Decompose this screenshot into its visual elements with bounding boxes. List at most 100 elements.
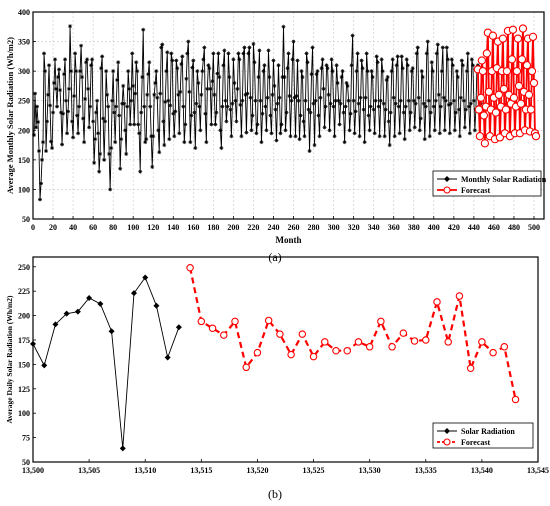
data-point — [339, 75, 344, 80]
data-point — [148, 104, 153, 109]
data-point — [103, 119, 108, 124]
data-point — [53, 57, 58, 62]
data-point — [199, 92, 204, 97]
data-point — [52, 321, 59, 328]
data-point — [248, 95, 253, 100]
data-point-forecast — [518, 24, 528, 33]
data-point — [245, 91, 250, 96]
y-tick-label: 250 — [18, 97, 30, 106]
data-point — [109, 146, 114, 151]
data-point-forecast — [528, 32, 538, 41]
data-point — [140, 75, 145, 80]
data-point — [387, 143, 392, 148]
data-point — [130, 51, 135, 56]
data-point — [311, 101, 316, 106]
data-point — [54, 86, 59, 91]
x-tick-label: 440 — [468, 223, 480, 232]
data-point — [95, 98, 100, 103]
data-point — [141, 27, 146, 32]
data-point-forecast — [343, 346, 351, 355]
data-point — [48, 103, 53, 108]
x-tick-label: 360 — [388, 223, 400, 232]
data-point — [385, 75, 390, 80]
data-point — [135, 69, 140, 74]
data-point — [87, 125, 92, 130]
data-point — [136, 122, 141, 127]
data-point-forecast — [410, 337, 419, 345]
data-point — [365, 69, 370, 74]
data-point — [260, 111, 265, 116]
data-point — [209, 122, 214, 127]
data-point — [116, 60, 121, 65]
data-point — [252, 60, 257, 65]
data-point — [293, 134, 298, 139]
data-point-forecast — [287, 350, 295, 359]
data-point — [191, 58, 196, 63]
data-point — [230, 101, 235, 106]
data-point — [445, 57, 450, 62]
y-tick-label: 400 — [18, 8, 30, 17]
data-point — [420, 75, 425, 80]
data-point — [275, 101, 280, 106]
y-tick-label: 250 — [18, 263, 30, 272]
data-point — [99, 66, 104, 71]
data-point — [233, 98, 238, 103]
data-point — [472, 128, 477, 133]
data-point-forecast — [433, 298, 441, 306]
plot-frame — [32, 11, 545, 220]
data-point — [314, 72, 319, 77]
data-point — [263, 104, 268, 109]
data-point — [370, 75, 375, 80]
data-point — [184, 76, 189, 81]
data-point — [108, 328, 115, 335]
data-point — [213, 122, 218, 127]
data-point — [146, 72, 151, 77]
panel-label-b: (b) — [268, 487, 282, 501]
y-tick-label: 75 — [22, 434, 30, 443]
x-tick-label: 460 — [488, 223, 500, 232]
data-point-forecast — [480, 139, 490, 148]
data-point-forecast — [399, 329, 408, 337]
data-point — [253, 98, 258, 103]
data-point — [389, 69, 394, 74]
data-point — [460, 63, 465, 68]
data-point — [236, 51, 241, 56]
data-point — [329, 57, 334, 62]
data-point-forecast — [502, 66, 512, 76]
data-point — [224, 119, 229, 124]
x-tick-label: 380 — [408, 223, 420, 232]
data-point — [307, 148, 312, 153]
x-tick-label: 13,545 — [527, 466, 549, 475]
x-tick-label: 180 — [207, 223, 219, 232]
data-point — [64, 98, 69, 103]
data-point — [160, 42, 165, 47]
data-point — [306, 107, 311, 112]
data-point — [32, 133, 37, 138]
data-point — [86, 86, 91, 91]
data-point — [454, 69, 459, 74]
data-point — [155, 95, 160, 100]
data-point — [122, 101, 127, 106]
data-point — [328, 101, 333, 106]
data-point — [407, 128, 412, 133]
data-point — [286, 51, 291, 56]
x-tick-label: 420 — [448, 223, 460, 232]
data-point — [189, 113, 194, 118]
data-point-forecast — [524, 90, 534, 99]
data-point — [333, 98, 338, 103]
data-point — [157, 150, 162, 155]
data-point-forecast — [388, 343, 396, 351]
data-point — [312, 143, 317, 148]
data-point — [362, 140, 367, 145]
data-point — [125, 104, 130, 109]
data-point — [68, 24, 73, 29]
series-line-forecast — [189, 267, 517, 400]
data-point — [78, 69, 83, 74]
data-point — [41, 140, 46, 145]
data-point-forecast — [501, 105, 511, 114]
data-point — [71, 135, 76, 140]
data-point — [394, 63, 399, 68]
data-point — [455, 75, 460, 80]
data-point-forecast — [377, 317, 385, 326]
data-point-forecast — [478, 66, 488, 76]
